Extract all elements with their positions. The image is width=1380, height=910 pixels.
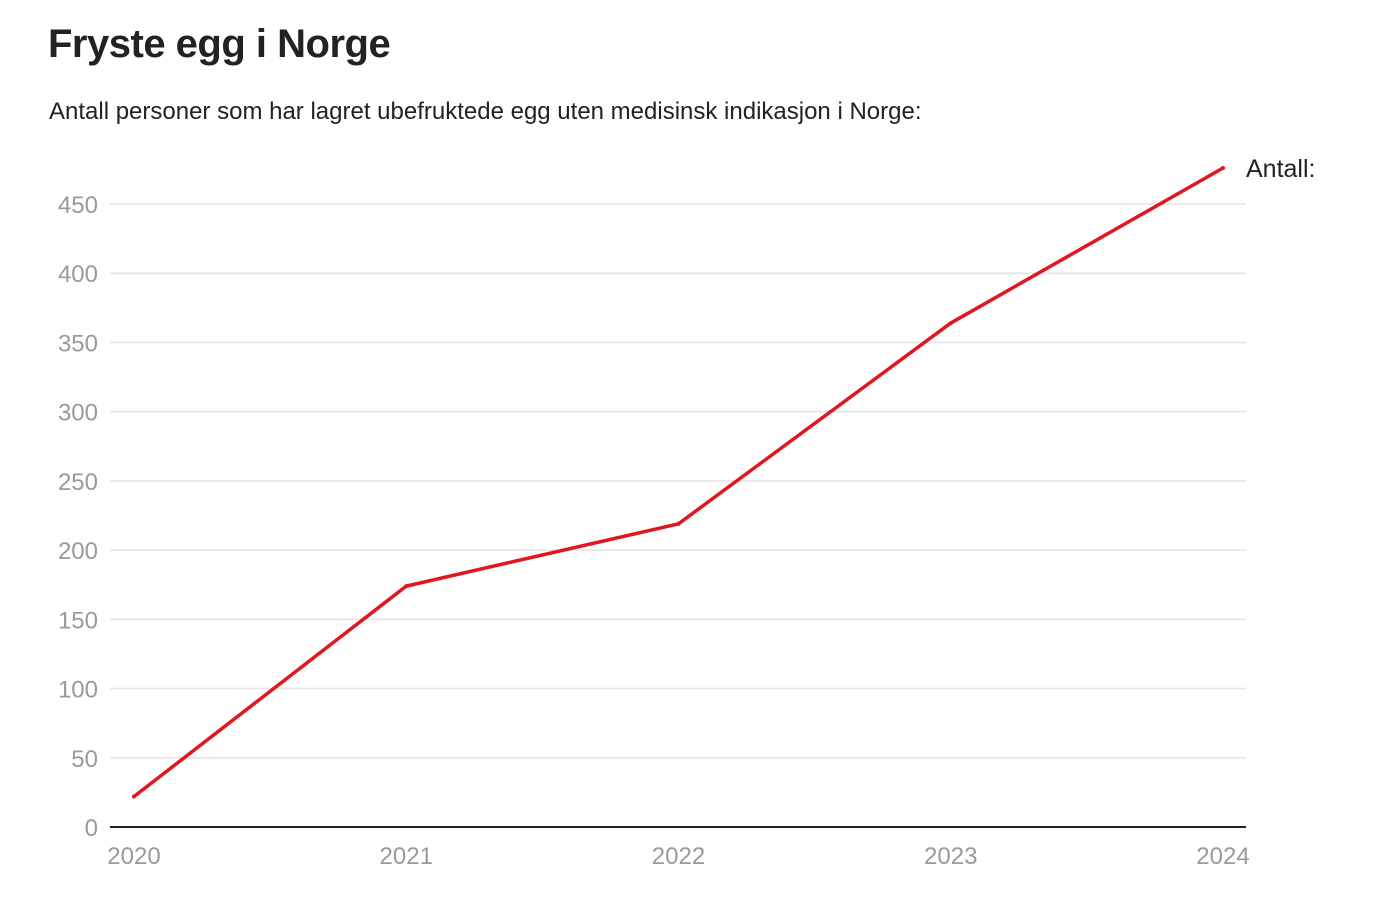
y-tick-label: 450	[58, 192, 98, 219]
y-tick-label: 100	[58, 677, 98, 704]
y-tick-label: 50	[71, 746, 98, 773]
chart-title: Fryste egg i Norge	[48, 22, 391, 66]
x-tick-label: 2023	[924, 843, 977, 870]
x-tick-label: 2022	[652, 843, 705, 870]
data-point	[132, 794, 136, 799]
data-point	[1221, 166, 1225, 171]
data-point	[948, 321, 953, 326]
y-tick-label: 300	[58, 400, 98, 427]
series-line	[132, 166, 1225, 799]
y-tick-label: 350	[58, 330, 98, 357]
y-tick-label: 250	[58, 469, 98, 496]
x-tick-label: 2024	[1196, 843, 1249, 870]
x-tick-label: 2020	[107, 843, 160, 870]
x-axis: 2020 2021 2022 2023 2024	[107, 843, 1249, 870]
gridlines	[110, 203, 1246, 759]
x-tick-label: 2021	[380, 843, 433, 870]
y-axis: 0 50 100 150 200 250 300 350 400 450	[58, 192, 98, 842]
data-point	[404, 584, 409, 589]
series-label: Antall:	[1246, 155, 1315, 183]
y-tick-label: 200	[58, 538, 98, 565]
y-tick-label: 400	[58, 261, 98, 288]
series-group	[132, 166, 1225, 799]
y-tick-label: 150	[58, 607, 98, 634]
chart-subtitle: Antall personer som har lagret ubefrukte…	[49, 98, 922, 125]
data-point	[676, 521, 681, 526]
legend: Antall:	[1246, 155, 1315, 183]
y-tick-label: 0	[85, 815, 98, 842]
